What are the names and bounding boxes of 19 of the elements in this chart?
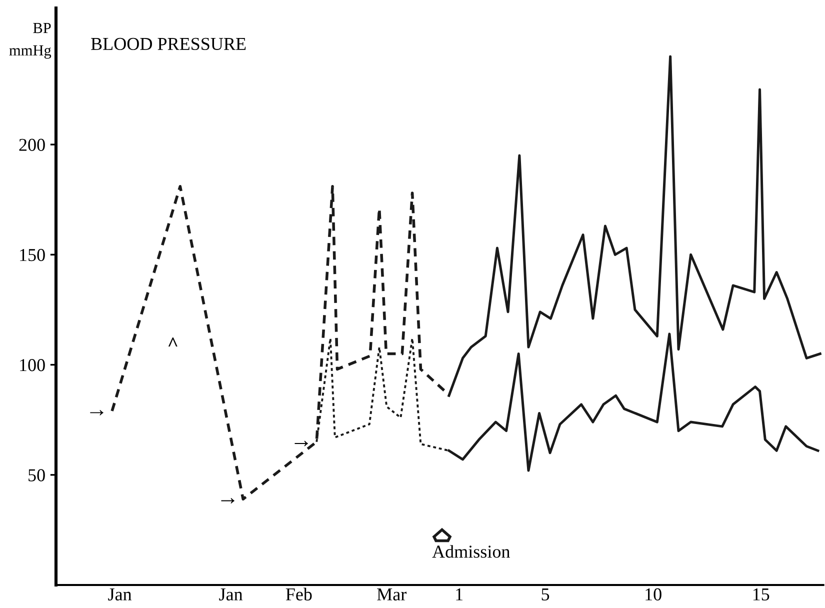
y-tick-label: 200 (19, 138, 45, 151)
x-tick-label: Jan (108, 588, 132, 600)
y-tick-label: 50 (28, 469, 45, 482)
annotation: → (221, 498, 234, 504)
y-tick-label: 100 (20, 359, 45, 372)
text: BLOOD PRESSURE (91, 38, 246, 50)
y-axis-title: BP mmHg (9, 23, 52, 59)
annotation: ^ (168, 337, 178, 347)
x-tick-label: 1 (456, 588, 463, 600)
x-tick-label: Feb (286, 588, 312, 600)
x-tick-label: Mar (377, 588, 406, 600)
x-tick-label: 10 (646, 588, 662, 600)
x-tick-label: 15 (753, 588, 770, 600)
annotation: → (294, 440, 308, 446)
x-tick-label: Jan (219, 588, 243, 600)
x-tick-label: 5 (542, 588, 550, 600)
annotation: → (90, 410, 104, 416)
y-tick-label: 150 (20, 248, 45, 262)
annotation: Admission (432, 545, 510, 558)
